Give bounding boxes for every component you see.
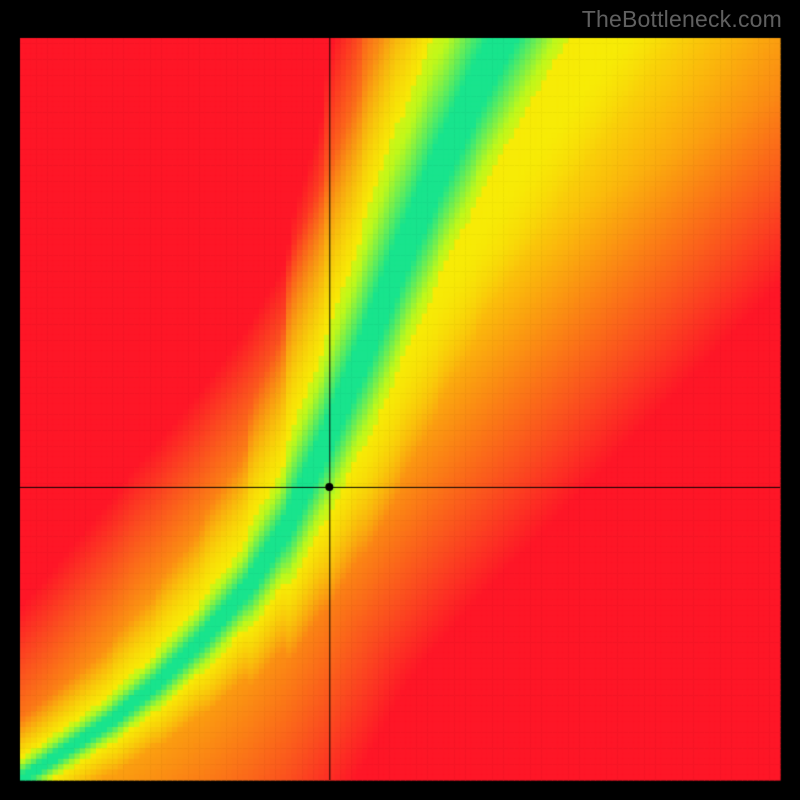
chart-container: TheBottleneck.com (0, 0, 800, 800)
bottleneck-heatmap (0, 0, 800, 800)
watermark-text: TheBottleneck.com (582, 6, 782, 33)
